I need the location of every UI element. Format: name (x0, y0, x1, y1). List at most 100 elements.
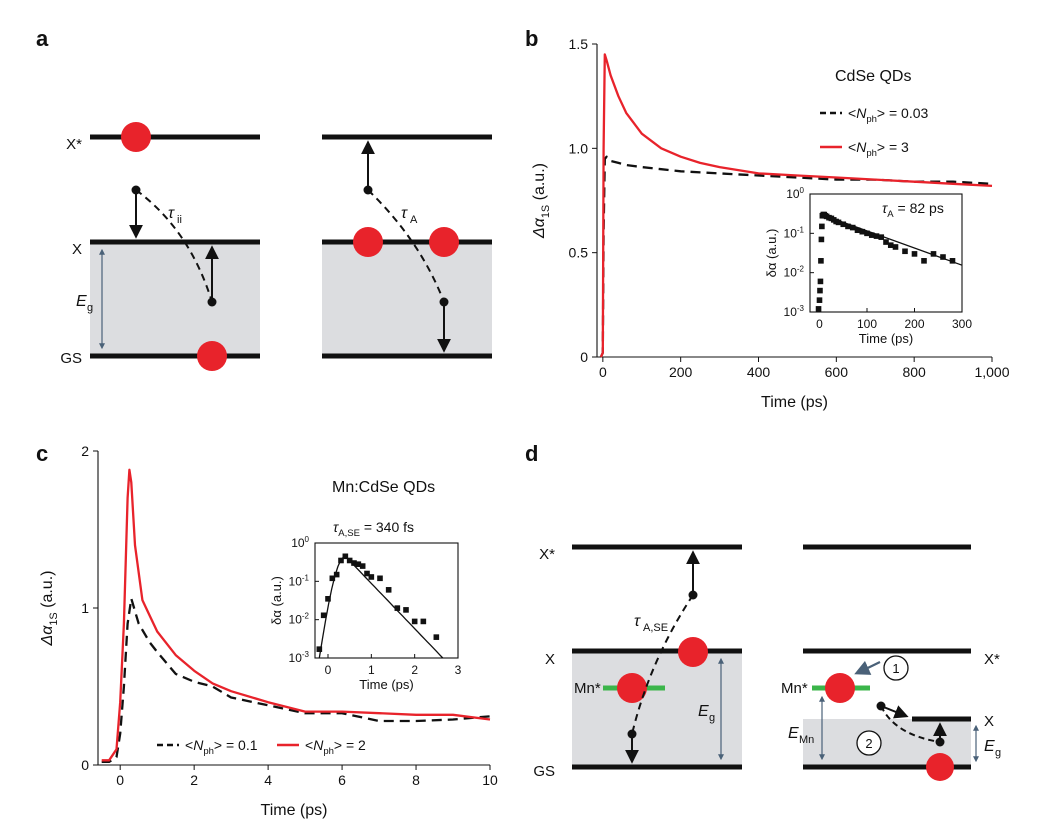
hole-dot (197, 341, 227, 371)
data-point (940, 254, 946, 260)
label-xstar: X* (539, 546, 555, 563)
label-eg-right-sub: g (995, 747, 1001, 759)
series-line-solid (599, 53, 993, 358)
data-point (818, 236, 825, 243)
data-point (342, 553, 349, 560)
coupling-dashed-line (135, 189, 213, 303)
data-point (819, 223, 825, 230)
data-point (949, 258, 956, 264)
label-mn-star-right: Mn* (781, 680, 808, 697)
electron-dot (429, 227, 459, 257)
data-point (385, 587, 392, 593)
data-point (433, 634, 440, 640)
x-axis-label: Time (ps) (761, 394, 828, 411)
data-point (359, 563, 366, 569)
chart-c-inset: 0 1 2 3 100 10-1 10-2 10-3 Time (ps) δα (a.u.) τA,… (269, 519, 462, 692)
x-tick-label: 100 (857, 317, 877, 331)
coupling-dashed-line (880, 705, 941, 743)
x-tick-label: 600 (825, 364, 849, 380)
label-tau-a: τ (401, 205, 408, 222)
bandgap-region-right (322, 242, 492, 356)
label-tau-a-sub: A (410, 214, 418, 226)
y-tick-label: 0 (580, 349, 588, 365)
y-axis-label: δα (a.u.) (269, 576, 284, 625)
label-eg-right: E (984, 738, 995, 755)
data-point (403, 607, 409, 613)
data-point (351, 560, 357, 566)
label-xstar-right: X* (984, 651, 1000, 668)
data-point (845, 223, 851, 230)
chart-b: 0 200 400 600 800 1,000 0 0.5 1.0 1.5 Time (ps) Δα1… (531, 36, 1010, 411)
y-tick-label: 0.5 (569, 245, 589, 261)
chart-b-inset: 0 100 200 300 100 10-1 10-2 10-3 Time (ps) δα (a.… (764, 186, 972, 346)
inset-annotation: τA = 82 ps (882, 200, 944, 220)
label-eg: E (698, 703, 709, 720)
chart-annotation: CdSe QDs (835, 68, 911, 85)
y-axis-label: δα (a.u.) (764, 229, 779, 278)
x-tick-label: 0 (116, 772, 124, 788)
x-tick-label: 2 (411, 663, 418, 677)
data-point (868, 232, 875, 238)
label-mn-star-left: Mn* (574, 680, 601, 697)
data-point (817, 278, 824, 285)
data-point (883, 239, 889, 245)
data-point (815, 306, 822, 312)
data-point (835, 219, 842, 226)
label-eg-sub: g (87, 302, 93, 314)
y-tick-label: 2 (81, 443, 89, 459)
data-point (849, 224, 856, 231)
data-point (854, 227, 861, 234)
step-1-label: 1 (892, 661, 899, 676)
y-tick-label: 100 (786, 186, 804, 201)
y-tick-label: 10-2 (784, 265, 805, 280)
label-xstar: X* (66, 136, 82, 153)
panel-label-d: d (525, 441, 539, 466)
x-tick-label: 400 (747, 364, 771, 380)
data-point (911, 251, 918, 257)
electron-dot (617, 673, 647, 703)
legend-label: <Nph> = 0.03 (848, 105, 928, 125)
energy-transfer-arrow (854, 660, 881, 675)
data-point (887, 242, 894, 248)
relax-arrow (880, 705, 909, 719)
data-point (818, 258, 824, 264)
coupling-dashed-line (631, 594, 694, 735)
electron-dot (825, 673, 855, 703)
chart-annotation: Mn:CdSe QDs (332, 479, 435, 496)
data-point (873, 233, 880, 239)
legend-label: <Nph> = 2 (305, 737, 366, 757)
label-tau-ase: τ (634, 613, 641, 630)
y-axis-label: Δα1S (a.u.) (39, 571, 60, 647)
x-tick-label: 6 (338, 772, 346, 788)
panel-label-a: a (36, 26, 49, 51)
label-x-right: X (984, 713, 994, 730)
electron-dot (121, 122, 151, 152)
x-axis-label: Time (ps) (359, 677, 413, 692)
data-point (902, 248, 908, 255)
x-tick-label: 0 (325, 663, 332, 677)
x-axis-label: Time (ps) (261, 802, 328, 819)
label-tau-ii-sub: ii (177, 214, 182, 226)
x-tick-label: 0 (816, 317, 823, 331)
data-point (411, 618, 418, 625)
legend-label: <Nph> = 3 (848, 139, 909, 159)
step-2-circle (856, 730, 882, 756)
bandgap-region-left (90, 242, 260, 356)
data-point (364, 570, 370, 577)
x-tick-label: 8 (412, 772, 420, 788)
x-tick-label: 1,000 (974, 364, 1009, 380)
transition-node (627, 729, 637, 739)
series-line-solid (101, 468, 491, 762)
data-point (316, 646, 323, 652)
y-tick-label: 1.5 (569, 36, 589, 52)
label-x: X (72, 241, 82, 258)
x-tick-label: 3 (455, 663, 462, 677)
hole-dot (926, 753, 954, 781)
data-point (420, 618, 427, 625)
data-point (817, 287, 823, 294)
data-point (921, 258, 927, 264)
label-emn-sub: Mn (799, 734, 814, 746)
data-point (878, 234, 885, 240)
step-1-circle (883, 655, 909, 681)
